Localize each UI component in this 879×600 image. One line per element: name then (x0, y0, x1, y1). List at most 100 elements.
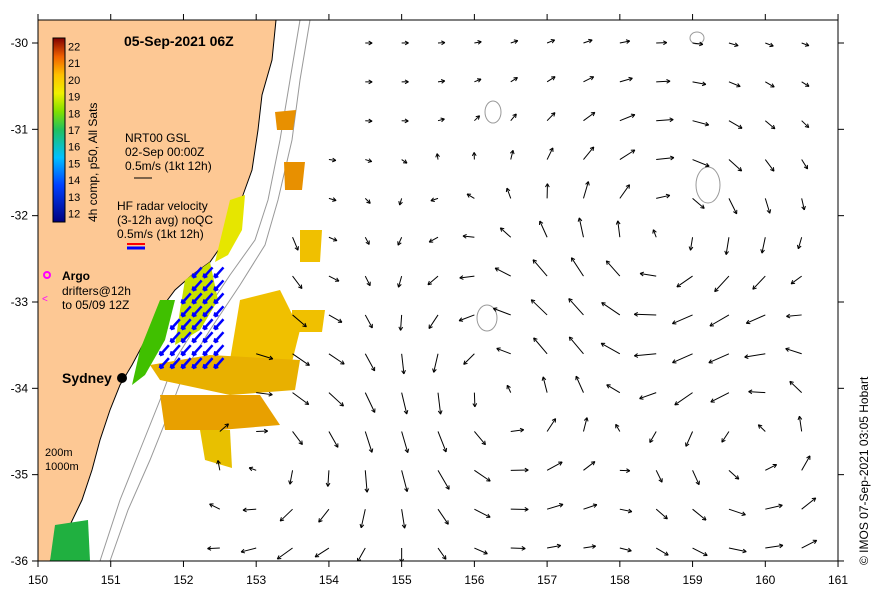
velocity-arrow (765, 42, 774, 47)
velocity-arrow (692, 198, 705, 209)
velocity-arrow (708, 353, 730, 364)
velocity-arrow (292, 314, 307, 328)
velocity-arrow (499, 227, 512, 238)
velocity-arrow (539, 220, 548, 238)
velocity-arrow (397, 237, 403, 246)
y-axis: -30 -31 -32 -33 -34 -35 -36 (11, 36, 844, 568)
x-tick-label: 158 (610, 573, 630, 587)
velocity-arrow (364, 198, 371, 204)
velocity-arrow (692, 547, 708, 556)
velocity-arrow (710, 392, 730, 403)
velocity-arrow (692, 81, 706, 85)
velocity-arrow (494, 267, 511, 277)
velocity-arrow (474, 78, 482, 83)
velocity-arrow (689, 237, 694, 251)
velocity-arrow (575, 376, 584, 393)
x-tick-label: 155 (392, 573, 412, 587)
velocity-arrow (785, 348, 802, 355)
velocity-arrow (728, 159, 742, 172)
y-tick-label: -33 (11, 295, 29, 309)
x-tick-label: 156 (464, 573, 484, 587)
velocity-arrow (601, 302, 621, 316)
velocity-arrow (674, 392, 693, 406)
velocity-arrow (619, 547, 632, 552)
velocity-arrow (542, 376, 548, 393)
velocity-arrow (242, 508, 257, 511)
velocity-arrow (474, 469, 491, 482)
plot-frame (37, 19, 839, 562)
y-tick-label: -36 (11, 554, 29, 568)
velocity-arrow (207, 547, 220, 550)
colorbar-tick-label: 19 (68, 92, 80, 104)
velocity-arrow (437, 392, 442, 415)
sst-patches (50, 110, 325, 561)
x-tick-label: 160 (755, 573, 775, 587)
velocity-arrow (801, 539, 817, 549)
velocity-arrow (398, 275, 403, 288)
velocity-arrow (292, 237, 299, 251)
credit-text: © IMOS 07-Sep-2021 03:05 Hobart (857, 376, 871, 565)
velocity-arrow (256, 392, 273, 396)
velocity-arrow (493, 307, 511, 316)
velocity-arrow (765, 81, 775, 88)
velocity-arrow (328, 431, 339, 448)
velocity-arrow (639, 392, 657, 400)
velocity-arrow (764, 198, 771, 214)
velocity-arrow (617, 220, 621, 238)
velocity-arrow (430, 197, 439, 202)
colorbar-ticks: 12 13 14 15 16 17 18 19 20 21 22 (68, 41, 80, 220)
argo-icon (43, 271, 51, 279)
velocity-arrow (328, 197, 337, 201)
velocity-arrow (583, 545, 596, 549)
velocity-arrow (605, 260, 621, 277)
velocity-arrow (546, 76, 556, 83)
velocity-arrow (639, 272, 657, 277)
velocity-arrow (401, 159, 408, 164)
velocity-arrow (582, 181, 589, 199)
velocity-arrow (655, 470, 663, 483)
colorbar-label: 4h comp, p50, All Sats (86, 103, 100, 222)
velocity-arrow (466, 193, 475, 199)
velocity-arrow (510, 40, 518, 44)
velocity-arrow (292, 275, 303, 289)
colorbar-tick-label: 14 (68, 175, 80, 187)
velocity-arrow (546, 503, 564, 510)
velocity-arrow (217, 460, 221, 471)
velocity-arrow (655, 547, 669, 556)
velocity-arrow (428, 314, 439, 329)
velocity-arrow (364, 275, 371, 286)
velocity-arrow (801, 81, 810, 87)
x-tick-label: 150 (28, 573, 48, 587)
colorbar-tick-label: 17 (68, 125, 80, 137)
velocity-arrow (328, 314, 343, 323)
velocity-arrow (765, 544, 784, 549)
velocity-arrow (547, 544, 561, 549)
velocity-arrow (789, 380, 803, 393)
velocity-arrow (546, 461, 563, 471)
velocity-arrow (533, 337, 548, 355)
x-tick-label: 151 (101, 573, 121, 587)
velocity-arrow (583, 39, 593, 44)
velocity-arrow (746, 314, 766, 324)
velocity-arrow (364, 237, 370, 245)
velocity-arrow (459, 275, 475, 279)
velocity-arrow (619, 184, 630, 199)
velocity-arrow (399, 198, 403, 206)
velocity-arrow (583, 76, 594, 83)
colorbar-tick-label: 12 (68, 209, 80, 221)
velocity-arrow (765, 504, 783, 510)
y-tick-label: -34 (11, 381, 29, 395)
velocity-arrow (219, 423, 229, 432)
gsl-velocity-arrows (207, 38, 818, 561)
velocity-arrow (256, 353, 273, 360)
velocity-arrow (692, 508, 707, 521)
velocity-arrow (583, 461, 596, 471)
velocity-arrow (571, 257, 584, 277)
velocity-arrow (709, 314, 730, 327)
velocity-arrow (437, 118, 445, 122)
velocity-arrow (583, 111, 596, 122)
velocity-arrow (656, 157, 674, 161)
velocity-arrow (209, 503, 221, 510)
argo-label: Argo (62, 269, 90, 283)
velocity-arrow (634, 313, 657, 316)
